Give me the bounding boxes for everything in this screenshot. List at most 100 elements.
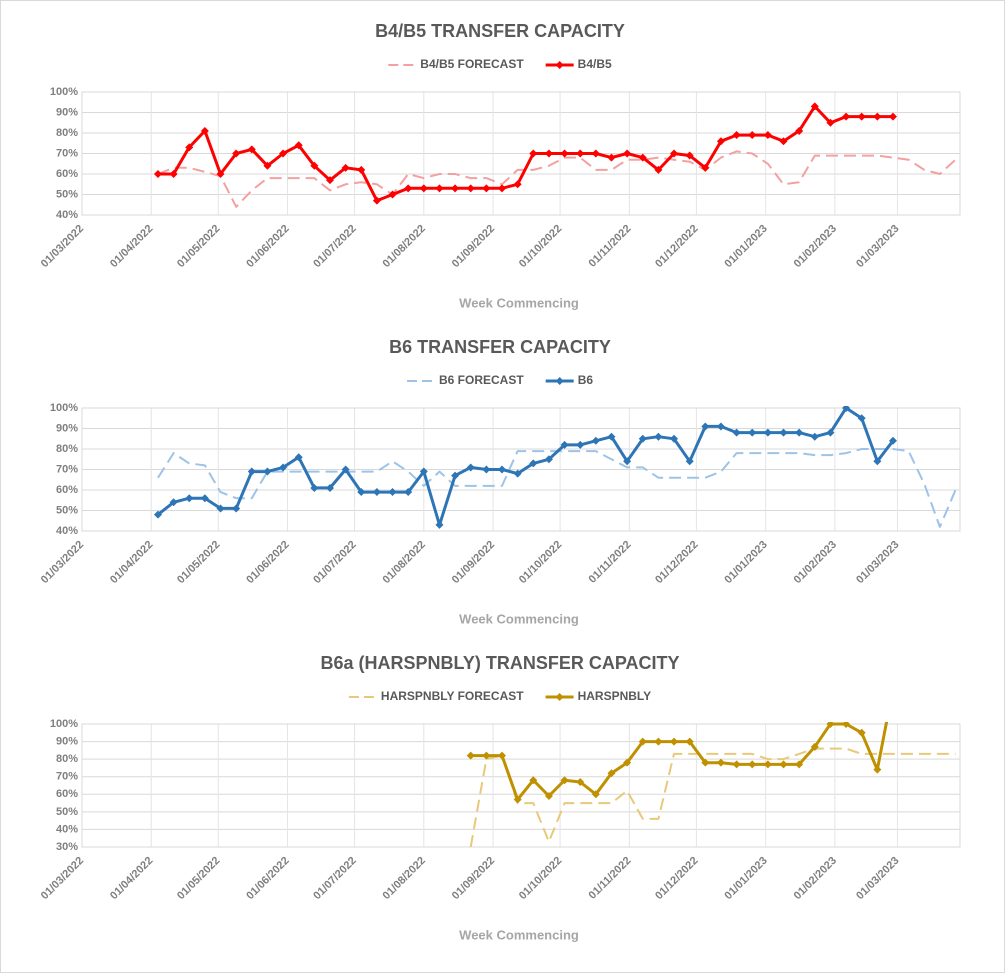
point-marker — [748, 428, 757, 437]
point-marker — [185, 494, 194, 503]
y-tick-label: 80% — [56, 127, 78, 139]
point-marker — [638, 434, 647, 443]
point-marker — [810, 742, 819, 751]
point-marker — [529, 776, 538, 785]
legend-label: B4/B5 — [578, 57, 612, 71]
point-marker — [498, 465, 507, 474]
point-marker — [310, 483, 319, 492]
point-marker — [419, 184, 428, 193]
y-tick-label: 90% — [56, 106, 78, 118]
point-marker — [607, 769, 616, 778]
series-group — [153, 406, 957, 529]
point-marker — [466, 751, 475, 760]
point-marker — [638, 153, 647, 162]
point-marker — [498, 184, 507, 193]
y-tick-label: 80% — [56, 753, 78, 765]
point-marker — [372, 196, 381, 205]
legend: B6 FORECAST B6 — [407, 373, 593, 387]
legend-marker — [555, 693, 564, 701]
point-marker — [748, 131, 757, 140]
chart-title: B4/B5 TRANSFER CAPACITY — [375, 21, 625, 41]
point-marker — [247, 145, 256, 154]
legend-label: B4/B5 FORECAST — [420, 57, 524, 71]
point-marker — [654, 432, 663, 441]
point-marker — [513, 469, 522, 478]
legend: HARSPNBLY FORECAST HARSPNBLY — [348, 689, 651, 703]
x-axis-title: Week Commencing — [459, 611, 579, 626]
point-marker — [576, 440, 585, 449]
point-marker — [153, 170, 162, 178]
legend-marker — [555, 61, 564, 69]
point-marker — [544, 455, 553, 464]
point-marker — [795, 126, 804, 135]
series-group — [153, 102, 957, 208]
point-marker — [357, 165, 366, 174]
point-marker — [873, 765, 882, 774]
point-marker — [451, 471, 460, 480]
legend: B4/B5 FORECAST B4/B5 — [388, 57, 612, 71]
point-marker — [670, 434, 679, 443]
point-marker — [341, 465, 350, 474]
point-marker — [466, 184, 475, 193]
point-marker — [435, 520, 444, 529]
point-marker — [701, 163, 710, 172]
point-marker — [310, 161, 319, 170]
forecast-line — [157, 150, 957, 208]
point-marker — [529, 459, 538, 468]
point-marker — [638, 737, 647, 746]
point-marker — [560, 776, 569, 785]
point-marker — [169, 170, 178, 178]
point-marker — [654, 165, 663, 174]
y-tick-label: 50% — [56, 806, 78, 818]
point-marker — [701, 758, 710, 767]
legend-marker — [555, 377, 564, 385]
point-marker — [591, 149, 600, 158]
point-marker — [576, 777, 585, 786]
y-tick-label: 100% — [50, 718, 78, 730]
point-marker — [857, 728, 866, 737]
point-marker — [325, 483, 334, 492]
y-tick-label: 90% — [56, 422, 78, 434]
point-marker — [404, 488, 413, 497]
point-marker — [247, 467, 256, 476]
y-tick-label: 60% — [56, 788, 78, 800]
point-marker — [763, 428, 772, 437]
y-tick-label: 50% — [56, 188, 78, 200]
point-marker — [748, 760, 757, 769]
point-marker — [826, 428, 835, 437]
chart-title: B6a (HARSPNBLY) TRANSFER CAPACITY — [320, 653, 679, 673]
point-marker — [607, 153, 616, 162]
point-marker — [357, 488, 366, 497]
chart-title: B6 TRANSFER CAPACITY — [389, 337, 611, 357]
point-marker — [544, 149, 553, 158]
y-tick-label: 40% — [56, 209, 78, 221]
point-marker — [185, 143, 194, 152]
point-marker — [763, 760, 772, 769]
point-marker — [200, 126, 209, 135]
legend-label: B6 — [578, 373, 594, 387]
point-marker — [200, 494, 209, 503]
plot-area — [81, 407, 961, 532]
point-marker — [716, 758, 725, 767]
plot-area — [81, 723, 961, 848]
point-marker — [842, 722, 851, 728]
point-marker — [779, 760, 788, 769]
point-marker — [482, 465, 491, 474]
point-marker — [826, 118, 835, 127]
point-marker — [325, 176, 334, 185]
y-tick-label: 100% — [50, 86, 78, 98]
point-marker — [560, 149, 569, 158]
x-axis-title: Week Commencing — [459, 927, 579, 942]
plot-area — [81, 91, 961, 216]
point-marker — [169, 498, 178, 507]
point-marker — [685, 737, 694, 746]
x-axis-title: Week Commencing — [459, 295, 579, 310]
series-group — [466, 722, 956, 847]
y-tick-label: 70% — [56, 147, 78, 159]
point-marker — [263, 161, 272, 170]
point-marker — [795, 760, 804, 769]
point-marker — [810, 432, 819, 441]
point-marker — [435, 184, 444, 193]
y-tick-label: 100% — [50, 402, 78, 414]
